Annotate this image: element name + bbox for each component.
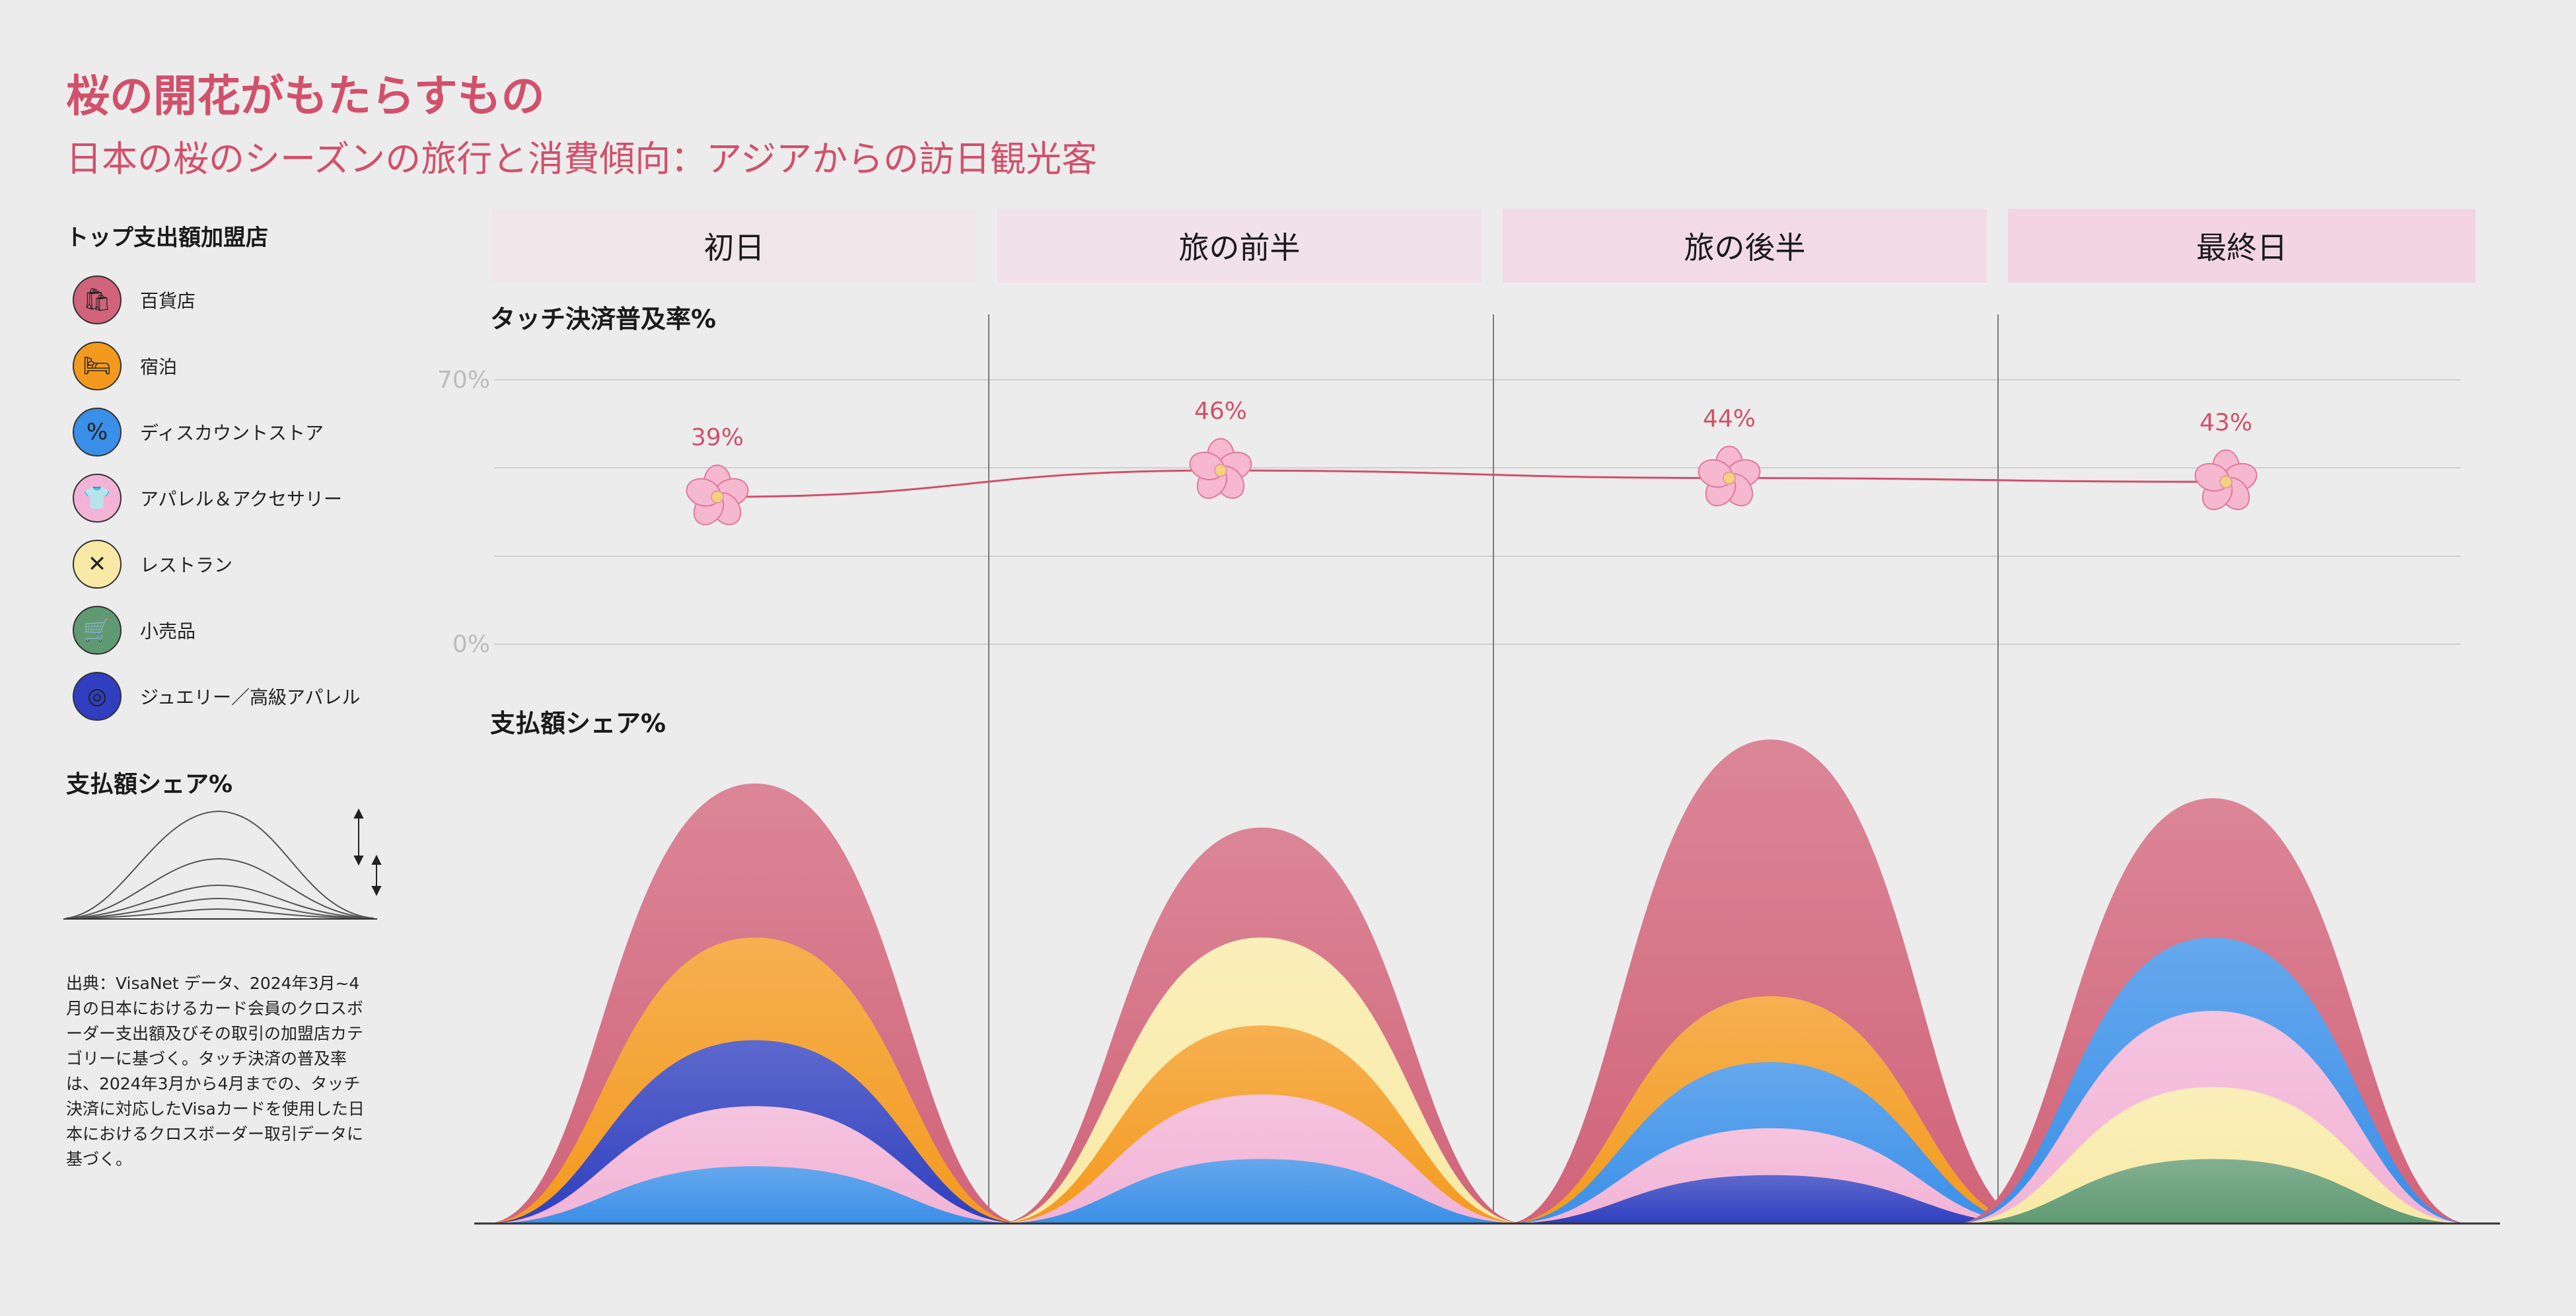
data-label: 46% [1194,398,1247,425]
share-area-2-3 [997,1094,1526,1224]
data-label: 44% [1703,406,1756,433]
share-area-2-2 [997,1159,1526,1224]
sakura-marker [686,464,749,526]
page-subtitle: 日本の桜のシーズンの旅行と消費傾向：アジアからの訪日観光客 [66,138,1098,180]
sakura-marker [1698,445,1761,507]
contactless-line [717,469,2227,498]
share-area-3-6 [1506,1175,2034,1224]
legend-title: トップ支出額加盟店 [66,225,268,251]
data-label: 43% [2200,409,2252,436]
share-area-1-3 [485,1106,1024,1224]
share-area-3-1 [1506,996,2034,1224]
legend-item: ✕ レストラン [73,531,360,597]
share-area-4-3 [1955,1011,2470,1224]
sakura-marker [2194,449,2258,511]
share-area-2-0 [997,827,1526,1224]
y-tick-label: 70% [437,367,490,394]
stage-header-late-trip: 旅の後半 [1503,209,1987,283]
share-key-title: 支払額シェア% [66,771,233,798]
y-tick-label: 0% [452,631,490,658]
stage-header-last-day: 最終日 [2008,209,2476,283]
legend-item: 👕 アパレル＆アクセサリー [73,465,360,531]
share-section-title: 支払額シェア% [490,709,666,738]
share-area-3-3 [1506,1128,2034,1224]
share-area-1-1 [485,937,1024,1224]
stage-header-first-day: 初日 [492,209,976,283]
legend-item-label: 小売品 [140,620,196,642]
fork-spoon-icon: ✕ [73,540,122,589]
share-key-diagram [63,808,382,920]
legend-item-label: レストラン [140,554,233,576]
share-area-3-0 [1506,739,2034,1224]
share-area-1-0 [485,784,1024,1224]
data-label: 39% [691,424,744,451]
page-title: 桜の開花がもたらすもの [66,71,545,122]
legend-item: ◎ ジュエリー／高級アパレル [73,663,360,729]
share-area-4-5 [1955,1159,2470,1224]
legend-item-label: 宿泊 [140,356,178,378]
sakura-marker [1189,438,1252,499]
legend-item-label: 百貨店 [140,290,196,312]
clothing-icon: 👕 [73,474,122,523]
rings-icon: ◎ [73,672,122,721]
payment-share-areas [485,739,2470,1224]
share-area-1-2 [485,1166,1024,1224]
legend-item: % ディスカウントストア [73,399,360,465]
contactless-section-title: タッチ決済普及率% [490,305,717,334]
share-area-4-0 [1955,798,2470,1224]
legend-item-label: アパレル＆アクセサリー [140,488,343,510]
share-area-3-2 [1506,1062,2034,1224]
legend-item: 🛍 百貨店 [73,267,360,333]
bed-icon: 🛏 [73,342,122,390]
stage-header-early-trip: 旅の前半 [997,209,1482,283]
legend-item-label: ディスカウントストア [140,422,324,444]
share-area-1-6 [485,1040,1024,1224]
legend-item-label: ジュエリー／高級アパレル [140,686,361,708]
discount-badge-icon: % [73,408,122,457]
legend-item: 🛒 小売品 [73,597,360,663]
share-area-2-1 [997,1025,1526,1224]
share-area-2-4 [997,937,1526,1224]
legend-item: 🛏 宿泊 [73,333,360,399]
merchant-legend: 🛍 百貨店 🛏 宿泊% ディスカウントストア 👕 アパレル＆アクセサリー ✕ レストラン 🛒 小売品… [73,267,360,729]
source-note: 出典：VisaNet データ、2024年3月~4月の日本におけるカード会員のクロ… [66,974,365,1169]
share-area-4-4 [1955,1087,2470,1224]
shopping-bag-icon: 🛍 [73,275,122,324]
cart-icon: 🛒 [73,606,122,655]
share-area-4-2 [1955,937,2470,1224]
